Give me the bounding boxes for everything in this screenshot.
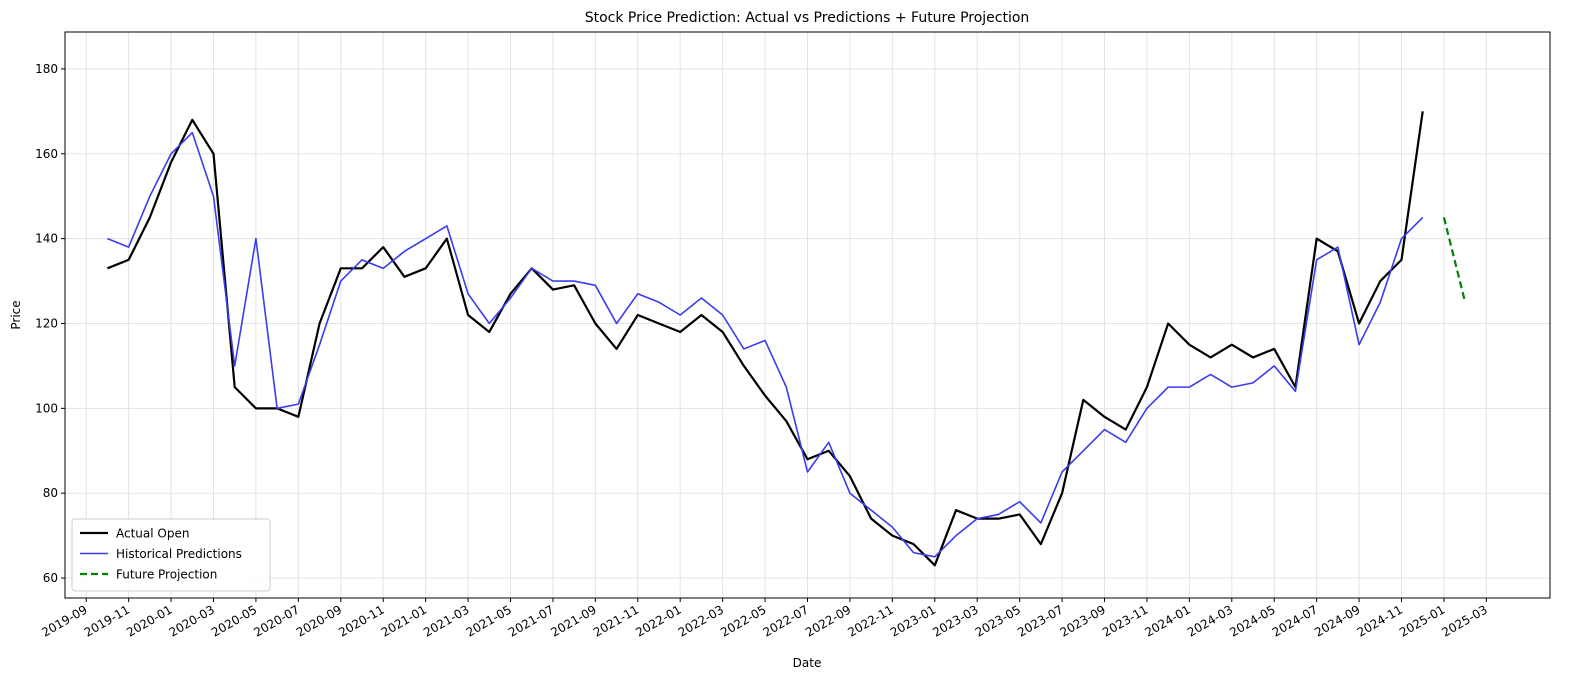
x-tick-label: 2022-05 xyxy=(718,602,768,639)
y-tick-label: 160 xyxy=(35,147,58,161)
x-tick-label: 2020-11 xyxy=(336,602,386,639)
x-tick-label: 2019-11 xyxy=(82,602,132,639)
x-tick-label: 2022-01 xyxy=(633,602,683,639)
x-tick-label: 2024-01 xyxy=(1142,602,1192,639)
y-axis-label: Price xyxy=(9,300,23,329)
data-line xyxy=(107,131,1424,558)
x-tick-label: 2024-09 xyxy=(1312,602,1362,639)
x-tick-label: 2024-07 xyxy=(1270,602,1320,639)
x-axis-label: Date xyxy=(793,656,822,670)
x-tick-label: 2020-05 xyxy=(209,602,259,639)
x-tick-label: 2024-11 xyxy=(1355,602,1405,639)
x-tick-label: 2020-09 xyxy=(294,602,344,639)
x-tick-label: 2021-05 xyxy=(464,602,514,639)
y-tick-label: 140 xyxy=(35,232,58,246)
x-tick-label: 2021-07 xyxy=(506,602,556,639)
data-line xyxy=(1442,217,1467,303)
x-tick-label: 2021-03 xyxy=(421,602,471,639)
legend: Actual Open Historical Predictions Future … xyxy=(71,518,271,592)
x-tick-label: 2023-07 xyxy=(1015,602,1065,639)
x-tick-label: 2022-03 xyxy=(676,602,726,639)
legend-label: Actual Open xyxy=(116,527,189,541)
x-tick-label: 2020-07 xyxy=(251,602,301,639)
plot-frame xyxy=(64,31,1551,599)
x-tick-label: 2020-01 xyxy=(124,602,174,639)
x-tick-label: 2023-05 xyxy=(973,602,1023,639)
x-tick-label: 2024-03 xyxy=(1185,602,1235,639)
x-tick-label: 2023-01 xyxy=(888,602,938,639)
x-tick-label: 2021-01 xyxy=(379,602,429,639)
x-tick-label: 2019-09 xyxy=(39,602,89,639)
chart-title: Stock Price Prediction: Actual vs Predic… xyxy=(585,10,1030,26)
x-tick-label: 2020-03 xyxy=(167,602,217,639)
x-tick-label: 2025-03 xyxy=(1439,602,1489,639)
x-tick-label: 2023-09 xyxy=(1058,602,1108,639)
x-tick-label: 2023-11 xyxy=(1100,602,1150,639)
y-tick-label: 100 xyxy=(35,401,58,415)
data-line xyxy=(107,111,1424,567)
legend-label: Historical Predictions xyxy=(116,547,242,561)
x-tick-label: 2024-05 xyxy=(1227,602,1277,639)
y-tick-label: 60 xyxy=(43,571,58,585)
y-tick-label: 180 xyxy=(35,62,58,76)
x-tick-label: 2022-07 xyxy=(761,602,811,639)
x-tick-label: 2021-11 xyxy=(591,602,641,639)
x-tick-label: 2022-09 xyxy=(803,602,853,639)
legend-label: Future Projection xyxy=(116,568,217,582)
x-tick-label: 2023-03 xyxy=(930,602,980,639)
legend-box xyxy=(71,518,271,592)
y-tick-label: 120 xyxy=(35,316,58,330)
y-tick-label: 80 xyxy=(43,486,58,500)
x-tick-label: 2022-11 xyxy=(845,602,895,639)
x-tick-label: 2025-01 xyxy=(1397,602,1447,639)
x-tick-label: 2021-09 xyxy=(548,602,598,639)
